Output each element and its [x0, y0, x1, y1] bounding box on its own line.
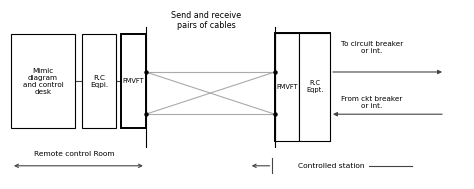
Text: To circuit breaker
or int.: To circuit breaker or int. — [341, 41, 403, 54]
Bar — [82, 34, 116, 128]
Text: R.C
Eqpi.: R.C Eqpi. — [90, 75, 108, 88]
Bar — [275, 33, 300, 141]
Text: R.C
Eqpt.: R.C Eqpt. — [306, 81, 323, 94]
Text: Controlled station: Controlled station — [299, 163, 365, 169]
Bar — [121, 34, 146, 128]
Bar — [275, 33, 330, 141]
Text: From ckt breaker
or int.: From ckt breaker or int. — [341, 95, 402, 108]
Text: Remote control Room: Remote control Room — [34, 151, 114, 157]
Text: Mimic
diagram
and control
desk: Mimic diagram and control desk — [23, 68, 64, 95]
Text: Send and receive
pairs of cables: Send and receive pairs of cables — [171, 11, 241, 30]
Bar — [11, 34, 75, 128]
Text: FMVFT: FMVFT — [276, 84, 298, 90]
Text: FMVFT: FMVFT — [123, 78, 144, 84]
Bar — [300, 33, 330, 141]
